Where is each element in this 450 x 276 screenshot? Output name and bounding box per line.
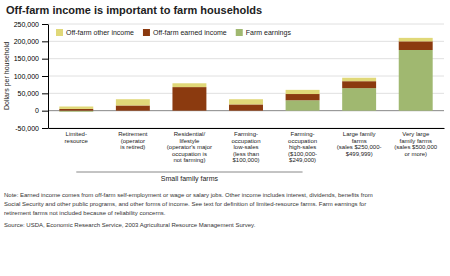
y-axis-line (48, 25, 49, 129)
legend-label: Farm earnings (246, 29, 292, 37)
bar (399, 50, 433, 111)
x-tick-label: Large familyfarms(sales $250,000-$499,99… (337, 131, 382, 157)
y-tick-mark (42, 24, 48, 25)
y-tick: 50,000 (18, 90, 48, 97)
bar (286, 94, 320, 100)
bar (172, 83, 206, 87)
y-tick-mark (42, 128, 48, 129)
y-tick: 200,000 (14, 38, 48, 45)
legend-swatch (236, 29, 243, 36)
legend-label: Off-farm other income (66, 29, 134, 36)
y-tick-label: 0 (35, 107, 39, 114)
bar (59, 111, 93, 112)
y-tick-mark (42, 111, 48, 112)
annotation: Small family farms (161, 175, 219, 183)
note: Source: USDA, Economic Research Service,… (4, 222, 256, 228)
bar (116, 99, 150, 105)
grid (48, 24, 444, 128)
legend-item: Farm earnings (236, 29, 292, 37)
bar (59, 109, 93, 111)
legend-label: Off-farm earned income (153, 29, 227, 36)
title: Off-farm income is important to farm hou… (6, 4, 262, 16)
y-tick-label: 50,000 (18, 90, 40, 97)
y-tick-mark (42, 41, 48, 42)
y-tick-mark (42, 93, 48, 94)
x-tick-label: Residential/lifestyle(operator's majoroc… (167, 131, 212, 163)
bar (59, 107, 93, 109)
y-tick: 150,000 (14, 55, 48, 62)
bars (59, 38, 432, 112)
x-tick-label: Very largefamily farms(sales $500,000or … (394, 131, 437, 157)
note: Note: Earned income comes from off-farm … (4, 192, 373, 198)
note: Social Security and other public program… (4, 201, 366, 207)
bar (172, 87, 206, 111)
y-axis-title: Dollars per household (3, 42, 11, 110)
legend-item: Off-farm other income (56, 29, 134, 36)
y-tick-mark (42, 76, 48, 77)
x-axis-line (49, 128, 445, 129)
grid-line (48, 24, 444, 25)
bar (399, 41, 433, 50)
y-tick-mark (42, 59, 48, 60)
bar-series (59, 38, 432, 109)
y-tick-label: -50,000 (15, 125, 39, 132)
y-tick: 100,000 (14, 73, 48, 80)
y-tick-label: 250,000 (14, 21, 39, 28)
bar (286, 90, 320, 94)
grid-line (48, 93, 444, 94)
bar-series (59, 41, 432, 110)
x-tick-label: Farming-occupationhigh-sales($100,000-$2… (288, 131, 317, 163)
bar (342, 88, 376, 111)
y-tick-label: 100,000 (14, 73, 39, 80)
x-axis: Limited-resource Retirement(operatoris re… (49, 129, 445, 164)
plot: -50,000 0 50,000 100,000 150,000 200,000 250,0… (14, 21, 445, 164)
bar (342, 81, 376, 88)
y-tick-label: 150,000 (14, 55, 39, 62)
x-tick-label: Retirement(operatoris retired) (118, 131, 148, 150)
legend-swatch (56, 29, 63, 36)
x-tick: Farming-occupationlow-sales(less than$10… (231, 131, 260, 163)
x-tick-label: Farming-occupationlow-sales(less than$10… (231, 131, 260, 163)
x-tick: Limited-resource (65, 131, 89, 144)
y-tick: -50,000 (15, 125, 48, 132)
y-axis: -50,000 0 50,000 100,000 150,000 200,000 250,0… (14, 21, 49, 132)
x-tick: Farming-occupationhigh-sales($100,000-$2… (288, 131, 317, 163)
legend-swatch (143, 29, 150, 36)
y-tick: 250,000 (14, 21, 48, 28)
bracket (76, 172, 302, 173)
grid-line (48, 41, 444, 42)
legend-item: Off-farm earned income (143, 29, 227, 36)
y-tick: 0 (35, 107, 48, 114)
legend: Off-farm other income Off-farm earned inc… (56, 29, 291, 37)
x-tick: Very largefamily farms(sales $500,000or … (394, 131, 437, 157)
bar (399, 38, 433, 41)
bar (229, 99, 263, 104)
x-tick: Retirement(operatoris retired) (118, 131, 148, 150)
bar (229, 104, 263, 110)
y-tick-label: 200,000 (14, 38, 39, 45)
bar (286, 100, 320, 110)
bar (116, 105, 150, 110)
grid-line (48, 128, 444, 129)
chart: Off-farm income is important to farm hou… (0, 0, 450, 276)
x-tick: Residential/lifestyle(operator's majoroc… (167, 131, 212, 163)
grid-line (48, 58, 444, 59)
bar (342, 78, 376, 81)
x-tick-label: Limited-resource (65, 131, 89, 144)
note: retirement farms not included because of… (4, 210, 166, 216)
grid-line (48, 76, 444, 77)
bar-series (59, 50, 432, 112)
x-tick: Large familyfarms(sales $250,000-$499,99… (337, 131, 382, 157)
